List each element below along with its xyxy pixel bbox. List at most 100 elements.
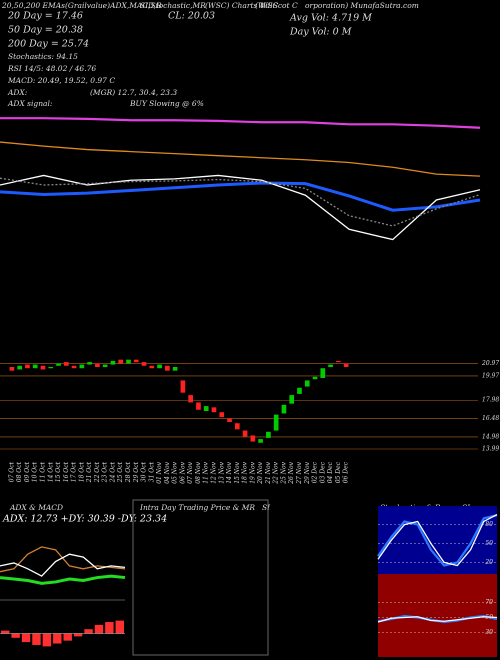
price-label: 19.97 — [482, 372, 499, 379]
date-label: 02 Dec — [312, 461, 319, 483]
date-label: 29 Oct — [133, 461, 140, 483]
date-label: 26 Nov — [288, 461, 295, 484]
candle-body — [9, 367, 15, 371]
date-label: 19 Nov — [249, 461, 256, 483]
candle-body — [25, 364, 30, 369]
date-label: 23 Oct — [102, 461, 109, 483]
date-label: 31 Oct — [148, 461, 155, 482]
candle-body — [133, 359, 139, 363]
panel-title: ADX & MACD — [9, 503, 63, 512]
header-line: 20,50,200 EMAs(Grailvalue)ADX,MACD,B — [1, 1, 162, 10]
candle-body — [281, 404, 287, 414]
date-label: 28 Oct — [125, 461, 132, 483]
series-line — [377, 514, 498, 567]
date-label: 18 Nov — [242, 461, 249, 483]
rsi: RSI 14/5: 48.02 / 46.76 — [7, 64, 96, 73]
date-label: 09 Oct — [24, 461, 31, 482]
candle-body — [242, 430, 248, 437]
panel-title: Intra Day Trading Price & MR — [139, 503, 255, 512]
series-line — [0, 141, 481, 177]
histogram-bar — [11, 633, 20, 638]
candle-body — [266, 431, 271, 438]
histogram-bar — [105, 622, 114, 634]
price-label: 16.48 — [482, 415, 499, 422]
candle-body — [56, 363, 61, 366]
header-line: (WSC) Charts WSC — [205, 1, 279, 10]
header-line: orporation) MunafaSutra.com — [305, 1, 419, 10]
date-label: 04 Nov — [164, 461, 171, 483]
date-label: 05 Dec — [335, 461, 342, 483]
date-label: 27 Nov — [296, 461, 303, 484]
date-label: 21 Oct — [86, 461, 93, 483]
date-label: 29 Nov — [304, 461, 311, 484]
date-label: 15 Oct — [55, 461, 62, 482]
candle-body — [63, 362, 69, 366]
candle-body — [48, 367, 54, 369]
date-label: 18 Oct — [78, 461, 85, 482]
ema50: 50 Day = 20.38 — [8, 25, 83, 36]
date-label: 07 Nov — [187, 461, 194, 483]
date-label: 12 Nov — [210, 461, 217, 483]
candle-body — [312, 376, 318, 380]
macd: MACD: 20.49, 19.52, 0.97 C — [7, 76, 115, 85]
close-price: CL: 20.03 — [168, 11, 215, 22]
date-label: 06 Nov — [179, 461, 186, 483]
adx: ADX: — [7, 88, 28, 97]
histogram-bar — [94, 624, 104, 634]
series-line — [0, 181, 481, 212]
candle-body — [211, 407, 217, 413]
candle-body — [343, 363, 349, 367]
candle-body — [250, 435, 256, 442]
y-tick-label: 80 — [485, 521, 493, 528]
header-line: (WillScot C — [255, 1, 298, 10]
candle-body — [234, 423, 240, 430]
intraday-box — [132, 499, 269, 656]
date-label: 20 Nov — [257, 461, 264, 484]
date-label: 25 Nov — [280, 461, 287, 484]
candle-body — [102, 364, 108, 367]
candle-body — [157, 364, 162, 369]
candle-body — [149, 365, 155, 369]
ema20: 20 Day = 17.46 — [7, 11, 83, 22]
date-label: 25 Oct — [117, 461, 124, 483]
candle-body — [227, 418, 232, 422]
y-tick-label: 30 — [485, 629, 493, 636]
panel-background — [378, 574, 497, 657]
histogram-bar — [32, 633, 41, 645]
header-line: SI,Stochastic,MR — [140, 1, 206, 10]
adx-values: ADX: 12.73 +DY: 30.39 -DY: 23.34 — [2, 514, 167, 525]
date-label: 24 Oct — [109, 461, 116, 483]
candle-body — [79, 364, 85, 369]
adx-signal: ADX signal: — [7, 99, 53, 108]
price-label: 13.99 — [482, 446, 499, 453]
candle-body — [40, 365, 46, 370]
series-line — [0, 553, 126, 577]
candle-body — [273, 414, 279, 431]
date-label: 10 Oct — [32, 461, 39, 482]
y-tick-label: 70 — [485, 599, 493, 606]
candle-body — [188, 395, 193, 403]
candle-body — [165, 365, 170, 371]
date-label: 03 Dec — [319, 461, 326, 483]
candle-body — [87, 362, 92, 365]
ema200: 200 Day = 25.74 — [7, 39, 89, 50]
candle-body — [126, 359, 131, 364]
mgr: (MGR) 12.7, 30.4, 23.3 — [90, 88, 177, 97]
y-tick-label: 20 — [484, 559, 493, 566]
y-tick-label: 50 — [485, 540, 493, 547]
price-label: 17.98 — [482, 397, 499, 404]
date-label: 14 Oct — [47, 461, 54, 482]
series-line — [0, 177, 481, 227]
panel-background — [378, 506, 497, 577]
histogram-bar — [73, 633, 83, 637]
candle-body — [328, 364, 333, 367]
date-label: 07 Oct — [8, 461, 15, 482]
histogram-bar — [84, 629, 93, 634]
candle-body — [320, 368, 326, 378]
date-label: 04 Dec — [327, 461, 334, 483]
candle-body — [219, 412, 225, 418]
date-label: 14 Nov — [226, 461, 233, 483]
candle-body — [304, 380, 310, 387]
date-label: 16 Oct — [63, 461, 70, 482]
